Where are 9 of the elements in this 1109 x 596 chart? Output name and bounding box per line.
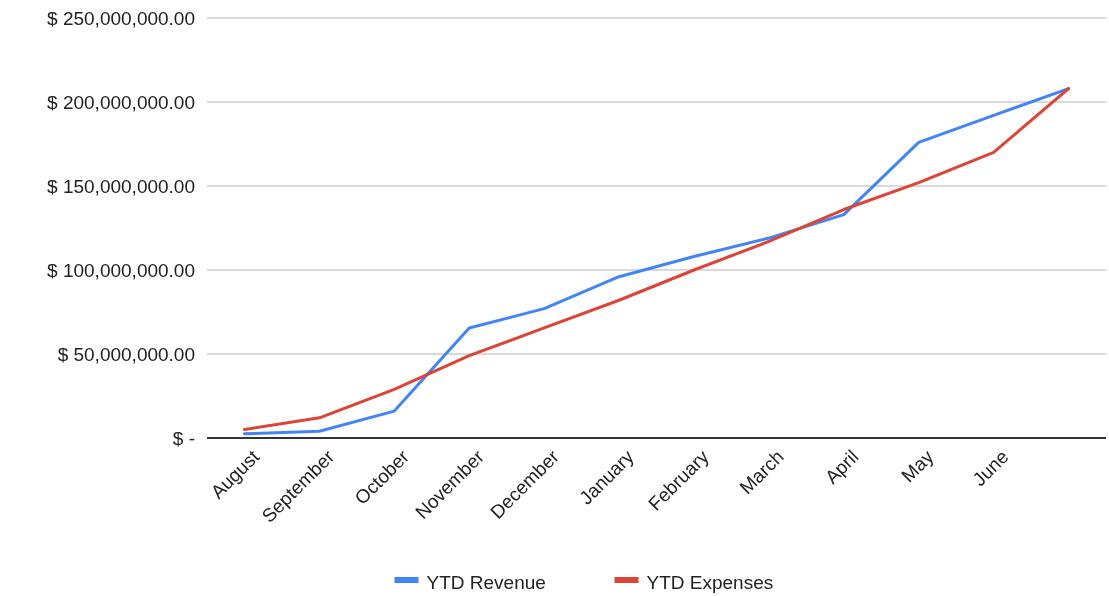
x-tick-label: May <box>897 445 938 487</box>
y-tick-label: $ - <box>172 427 195 449</box>
legend-label: YTD Revenue <box>426 571 546 593</box>
y-tick-label: $ 250,000,000.00 <box>47 7 195 29</box>
y-tick-label: $ 100,000,000.00 <box>47 259 195 281</box>
legend-label: YTD Expenses <box>646 571 774 593</box>
y-tick-label: $ 50,000,000.00 <box>57 343 195 365</box>
y-tick-label: $ 150,000,000.00 <box>47 175 195 197</box>
y-tick-label: $ 200,000,000.00 <box>47 91 195 113</box>
